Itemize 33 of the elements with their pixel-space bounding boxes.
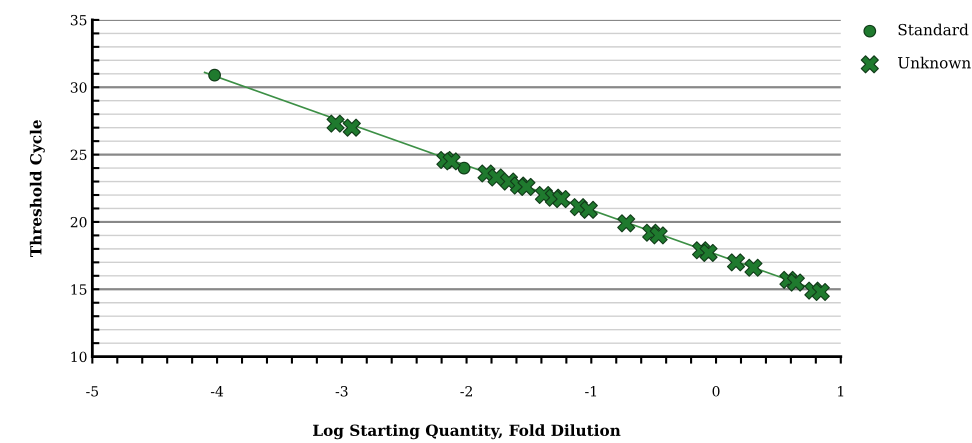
x-axis-title: Log Starting Quantity, Fold Dilution: [313, 424, 620, 440]
point: [744, 258, 763, 277]
point: [726, 253, 746, 272]
point: [342, 118, 361, 137]
point: [650, 226, 668, 244]
point: [458, 162, 470, 174]
point: [786, 273, 805, 292]
legend-label: Unknown: [898, 56, 971, 69]
point: [326, 114, 345, 133]
y-tick-label: 25: [70, 150, 86, 160]
y-tick-label: 15: [72, 284, 86, 295]
x-tick-label: 1: [838, 386, 844, 396]
y-tick-label: 10: [72, 352, 87, 362]
point: [552, 190, 570, 208]
y-tick-label: 30: [70, 82, 87, 93]
x-tick-label: -3: [336, 386, 348, 397]
point: [812, 282, 830, 302]
point: [580, 200, 598, 219]
point: [517, 178, 536, 196]
x-tick-label: -1: [585, 386, 596, 396]
x-tick-label: 0: [712, 386, 720, 397]
y-axis-title: Threshold Cycle: [30, 120, 45, 258]
y-tick-label: 35: [70, 14, 86, 26]
x-tick-label: -5: [86, 386, 98, 397]
point: [208, 68, 221, 82]
point: [617, 214, 636, 232]
point: [699, 244, 718, 262]
x-tick-label: -4: [210, 386, 224, 396]
y-tick-label: 20: [70, 216, 87, 228]
point: [442, 152, 461, 170]
point: [487, 168, 506, 187]
x-tick-label: -2: [460, 386, 472, 396]
legend-label: Standard: [898, 24, 968, 36]
